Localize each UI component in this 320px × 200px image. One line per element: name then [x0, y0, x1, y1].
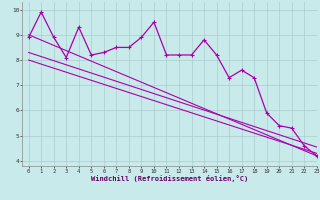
X-axis label: Windchill (Refroidissement éolien,°C): Windchill (Refroidissement éolien,°C): [91, 175, 248, 182]
